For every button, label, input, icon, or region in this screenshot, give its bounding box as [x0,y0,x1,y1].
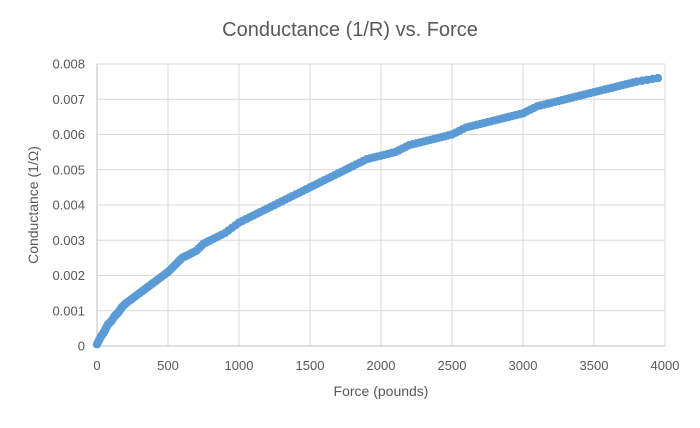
x-axis-title: Force (pounds) [334,383,429,399]
x-tick-label: 4000 [651,358,680,373]
y-tick-label: 0.001 [52,303,85,318]
x-tick-label: 0 [93,358,100,373]
y-tick-label: 0.002 [52,268,85,283]
x-tick-label: 3000 [509,358,538,373]
y-tick-label: 0.006 [52,127,85,142]
x-tick-label: 500 [157,358,179,373]
y-tick-label: 0.003 [52,233,85,248]
y-tick-label: 0 [78,339,85,354]
y-tick-label: 0.004 [52,198,85,213]
x-tick-label: 2000 [367,358,396,373]
x-tick-label: 1000 [225,358,254,373]
gridlines [96,63,666,347]
chart-title: Conductance (1/R) vs. Force [222,19,478,41]
axes [96,64,665,347]
x-tick-label: 2500 [438,358,467,373]
y-axis-title: Conductance (1/Ω) [25,146,41,264]
x-tick-label: 1500 [296,358,325,373]
x-tick-label: 3500 [580,358,609,373]
y-tick-label: 0.008 [52,57,85,72]
y-tick-label: 0.005 [52,162,85,177]
data-points [92,73,663,349]
tick-labels: 0 0.001 0.002 0.003 0.004 0.005 0.006 0.007 0.00… [52,57,679,374]
y-tick-label: 0.007 [52,92,85,107]
data-point [653,73,663,83]
